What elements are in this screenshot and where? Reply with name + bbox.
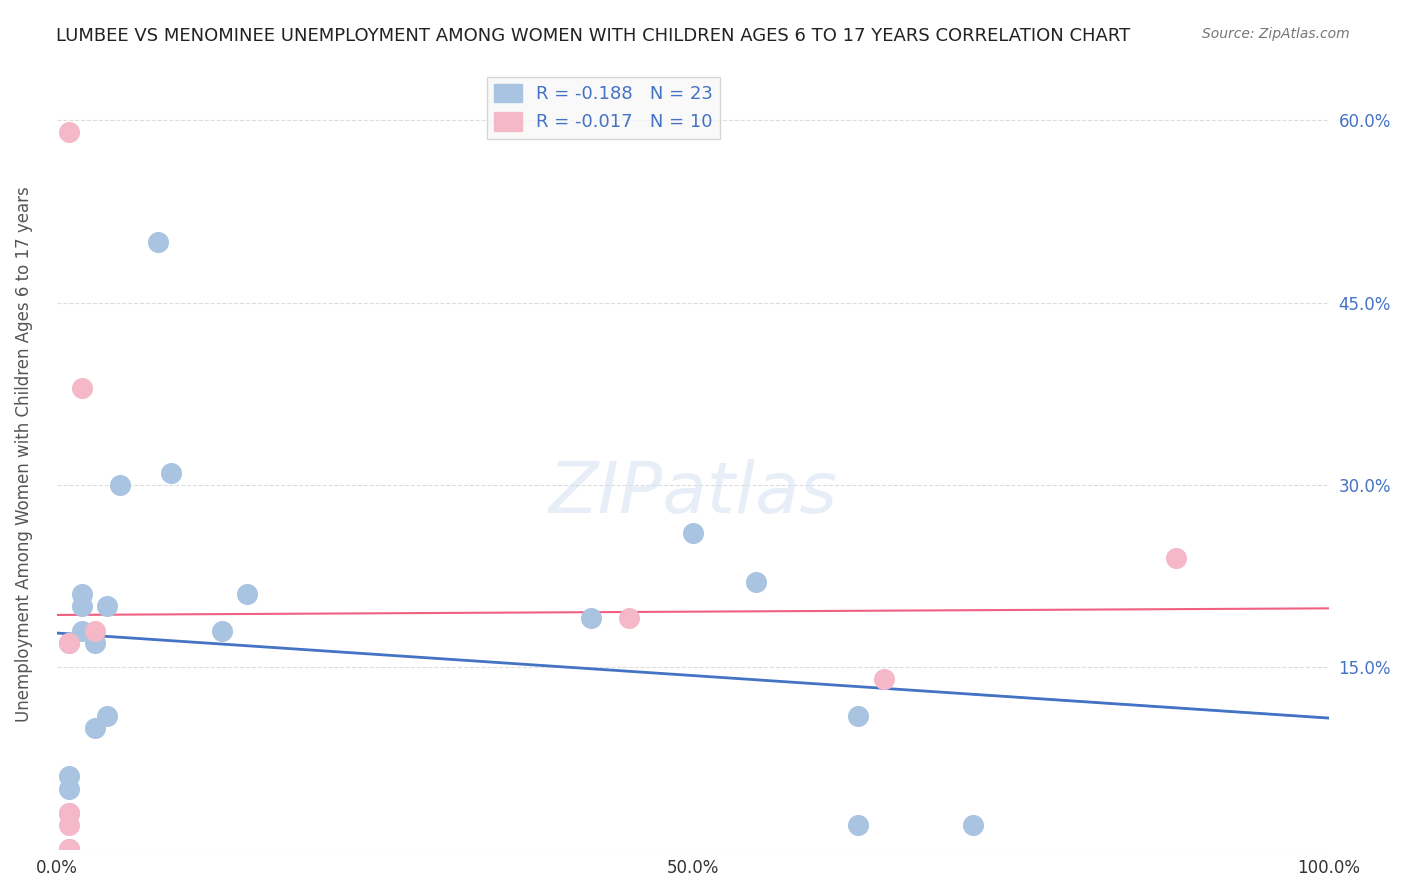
Point <box>872 672 894 686</box>
Point <box>58 769 80 783</box>
Y-axis label: Unemployment Among Women with Children Ages 6 to 17 years: Unemployment Among Women with Children A… <box>15 186 32 723</box>
Point <box>745 574 768 589</box>
Point <box>236 587 259 601</box>
Point <box>70 599 93 614</box>
Text: LUMBEE VS MENOMINEE UNEMPLOYMENT AMONG WOMEN WITH CHILDREN AGES 6 TO 17 YEARS CO: LUMBEE VS MENOMINEE UNEMPLOYMENT AMONG W… <box>56 27 1130 45</box>
Point <box>846 818 869 832</box>
Point <box>83 636 105 650</box>
Text: Source: ZipAtlas.com: Source: ZipAtlas.com <box>1202 27 1350 41</box>
Point <box>58 805 80 820</box>
Legend: R = -0.188   N = 23, R = -0.017   N = 10: R = -0.188 N = 23, R = -0.017 N = 10 <box>488 77 720 138</box>
Point <box>58 842 80 856</box>
Point <box>846 708 869 723</box>
Point <box>70 624 93 638</box>
Point <box>682 526 704 541</box>
Point <box>160 466 183 480</box>
Point <box>58 818 80 832</box>
Text: ZIPatlas: ZIPatlas <box>548 459 837 528</box>
Point <box>58 126 80 140</box>
Point <box>211 624 233 638</box>
Point <box>962 818 984 832</box>
Point <box>58 636 80 650</box>
Point <box>579 611 602 625</box>
Point <box>58 781 80 796</box>
Point <box>70 587 93 601</box>
Point <box>148 235 170 249</box>
Point <box>1164 550 1187 565</box>
Point <box>96 599 118 614</box>
Point <box>110 478 132 492</box>
Point <box>83 721 105 735</box>
Point <box>96 708 118 723</box>
Point <box>70 381 93 395</box>
Point <box>58 636 80 650</box>
Point <box>58 842 80 856</box>
Point <box>617 611 640 625</box>
Point <box>83 624 105 638</box>
Point <box>58 805 80 820</box>
